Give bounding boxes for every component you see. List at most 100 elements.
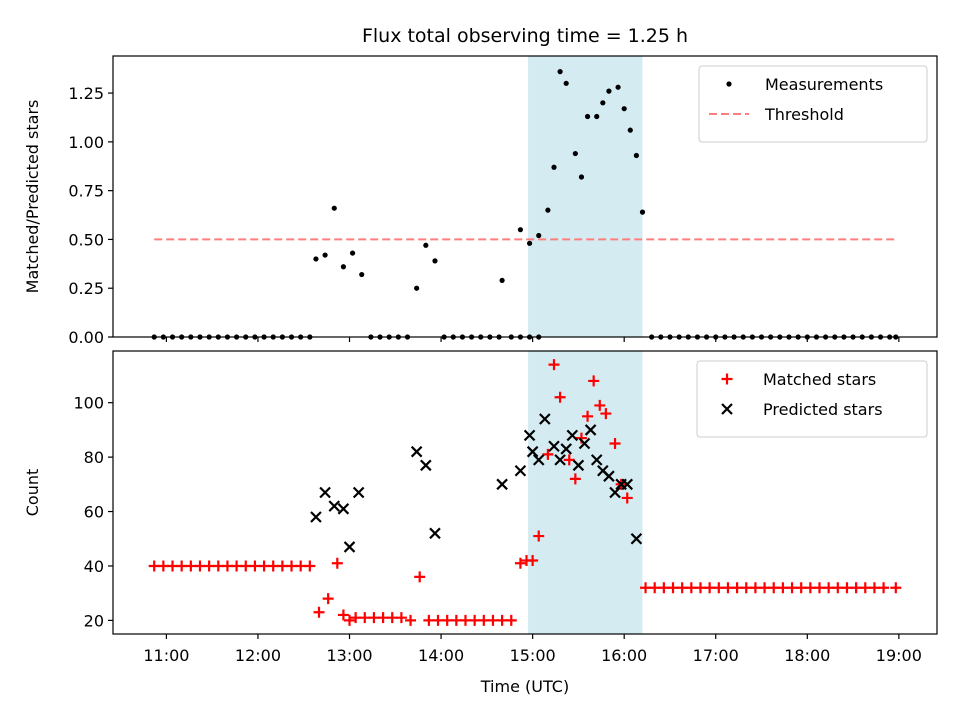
legend-marker: [721, 373, 733, 385]
observing-window-shade: [528, 351, 643, 634]
chart-title: Flux total observing time = 1.25 h: [362, 25, 688, 47]
legend-marker: [721, 403, 733, 415]
data-point: [639, 209, 646, 215]
x-tick-label: 16:00: [601, 646, 647, 665]
data-point: [496, 478, 508, 491]
data-point: [420, 459, 432, 472]
data-point: [603, 470, 615, 482]
data-point: [566, 429, 579, 442]
data-point: [344, 614, 356, 626]
y-axis-label: Count: [23, 469, 42, 517]
observing-window-shade: [528, 56, 643, 337]
legend-box: [698, 65, 928, 143]
data-point: [337, 503, 350, 515]
legend-marker: [726, 81, 732, 87]
data-point: [621, 478, 634, 491]
data-point: [331, 205, 337, 211]
legend: Measurements Threshold: [698, 65, 928, 143]
y-tick-label: 1.00: [68, 133, 104, 152]
data-point: [432, 258, 438, 264]
data-point: [359, 271, 365, 278]
data-point: [395, 612, 407, 624]
data-point: [609, 438, 621, 450]
data-point: [582, 410, 594, 422]
data-point: [633, 152, 639, 159]
data-point: [551, 164, 557, 170]
data-point: [563, 454, 575, 466]
data-point: [606, 88, 612, 94]
data-point: [526, 445, 539, 458]
data-point: [328, 500, 341, 512]
data-point: [429, 527, 441, 540]
data-point: [542, 448, 554, 460]
legend-label: Threshold: [764, 105, 844, 124]
y-tick-label: 0.75: [68, 182, 104, 201]
data-point: [304, 560, 316, 572]
data-point: [590, 454, 603, 466]
data-point: [343, 541, 356, 553]
ratio-panel: 0.00 0.25 0.50 0.75 1.00 1.25 Matched/Predicte…: [23, 55, 938, 347]
data-point: [878, 582, 890, 594]
x-tick-label: 13:00: [326, 646, 372, 665]
data-point: [594, 399, 606, 411]
data-point: [505, 614, 517, 626]
data-point: [349, 250, 356, 256]
legend-label: Matched stars: [763, 370, 876, 389]
x-tick-label: 15:00: [510, 646, 556, 665]
data-point: [584, 424, 597, 436]
data-point: [548, 359, 560, 371]
data-point: [313, 606, 325, 618]
data-point: [621, 106, 627, 112]
series-matched-stars: [148, 359, 902, 626]
data-point: [615, 84, 621, 90]
y-tick-label: 0.50: [68, 230, 104, 249]
data-point: [319, 486, 331, 499]
x-tick-label: 17:00: [693, 646, 739, 665]
data-point: [527, 555, 539, 567]
y-tick-label: 60: [84, 503, 104, 522]
data-point: [405, 614, 417, 626]
x-axis-label: Time (UTC): [480, 677, 569, 696]
data-point: [536, 232, 542, 239]
data-point: [563, 80, 569, 86]
data-point: [630, 532, 643, 545]
data-point: [410, 445, 423, 458]
y-tick-label: 1.25: [68, 84, 104, 103]
data-point: [588, 375, 600, 387]
data-point: [584, 113, 591, 120]
data-point: [594, 113, 600, 120]
data-point: [514, 557, 526, 569]
data-point: [557, 69, 563, 75]
data-point: [526, 240, 533, 246]
legend: Matched stars Predicted stars: [696, 360, 928, 438]
data-point: [331, 557, 343, 569]
legend-label: Predicted stars: [763, 400, 883, 419]
data-point: [578, 174, 585, 180]
data-point: [322, 593, 334, 605]
data-point: [554, 454, 566, 466]
data-point: [514, 464, 527, 477]
data-point: [310, 511, 322, 523]
data-point: [600, 408, 612, 420]
data-point: [352, 486, 365, 499]
data-point: [499, 277, 505, 284]
data-point: [517, 227, 524, 233]
x-tick-label: 12:00: [235, 646, 281, 665]
series-predicted-stars: [310, 413, 643, 553]
data-point: [337, 609, 349, 621]
legend-box: [696, 360, 928, 438]
data-point: [313, 256, 319, 262]
data-point: [423, 242, 429, 248]
y-tick-label: 100: [73, 394, 104, 413]
data-point: [322, 252, 328, 258]
data-point: [554, 391, 566, 403]
y-tick-label: 0.00: [68, 328, 104, 347]
data-point: [545, 207, 551, 213]
data-point: [533, 530, 545, 542]
data-point: [600, 100, 606, 106]
data-point: [523, 429, 536, 442]
plot-frame: [112, 350, 938, 635]
data-point: [572, 150, 578, 157]
data-point: [569, 473, 581, 485]
data-point: [621, 492, 633, 504]
